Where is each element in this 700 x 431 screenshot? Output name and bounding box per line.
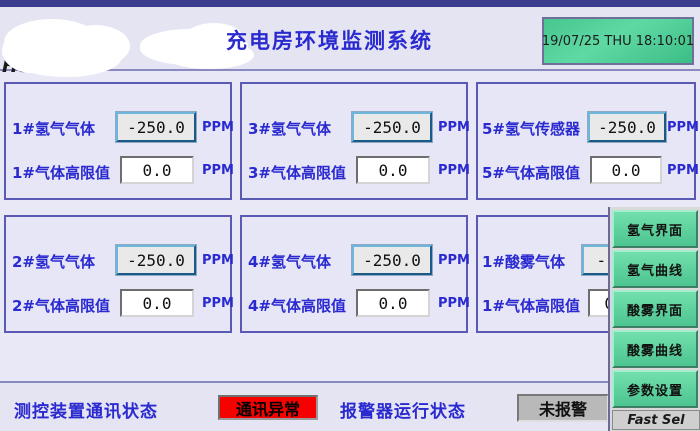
panel-hydrogen-4: 4#氢气气体 -250.0 PPM 4#气体高限值 0.0 PPM — [240, 215, 470, 333]
fast-select-footer[interactable]: Fast Sel — [612, 410, 700, 430]
panel-1-limit: 0.0 — [142, 160, 172, 180]
comm-status-label: 测控装置通讯状态 — [14, 402, 158, 422]
panel-acid-1-value-label: 1#酸雾气体 — [482, 253, 566, 271]
redaction-blob-icon — [2, 29, 62, 73]
header-bar: HUAWEI 充电房环境监测系统 19/07/25 THU 18:10:01 — [0, 7, 700, 77]
panel-2-value: -250.0 — [127, 250, 185, 270]
panel-3-limit: 0.0 — [378, 160, 408, 180]
comm-status-badge: 通讯异常 — [218, 395, 318, 420]
panel-4-value-unit: PPM — [438, 253, 470, 268]
panel-1-value-label: 1#氢气气体 — [12, 120, 96, 138]
panel-1-value-field[interactable]: -250.0 — [116, 112, 196, 142]
top-accent-strip — [0, 0, 700, 7]
alarm-status-label: 报警器运行状态 — [340, 402, 466, 422]
panel-5-limit-label: 5#气体高限值 — [482, 164, 581, 182]
panel-5-value-unit: PPM — [667, 120, 699, 135]
panel-acid-1-limit-label: 1#气体高限值 — [482, 297, 581, 315]
redaction-blob-icon — [60, 25, 130, 67]
panel-4-limit: 0.0 — [378, 293, 408, 313]
fastsel-button-label: 酸雾界面 — [626, 303, 683, 319]
panel-2-limit: 0.0 — [142, 293, 172, 313]
panel-5-value-field[interactable]: -250.0 — [588, 112, 666, 142]
panel-1-value-unit: PPM — [202, 120, 234, 135]
panel-1-limit-unit: PPM — [202, 163, 234, 178]
panel-2-value-field[interactable]: -250.0 — [116, 245, 196, 275]
panel-2-value-unit: PPM — [202, 253, 234, 268]
panel-hydrogen-1: 1#氢气气体 -250.0 PPM 1#气体高限值 0.0 PPM — [4, 82, 234, 200]
panel-3-value-unit: PPM — [438, 120, 470, 135]
fastsel-button-label: 酸雾曲线 — [626, 343, 683, 359]
fast-select-footer-label: Fast Sel — [627, 412, 685, 428]
fastsel-button-acidmist-curve[interactable]: 酸雾曲线 — [612, 330, 698, 368]
fastsel-button-hydrogen-screen[interactable]: 氢气界面 — [612, 210, 698, 248]
fastsel-button-hydrogen-curve[interactable]: 氢气曲线 — [612, 250, 698, 288]
panel-5-limit-field[interactable]: 0.0 — [590, 156, 662, 184]
fastsel-button-label: 氢气界面 — [626, 223, 683, 239]
panel-4-value-field[interactable]: -250.0 — [352, 245, 432, 275]
alarm-status-badge: 未报警 — [517, 394, 609, 422]
panel-1-limit-field[interactable]: 0.0 — [120, 156, 194, 184]
panel-4-value-label: 4#氢气气体 — [248, 253, 332, 271]
panel-2-limit-label: 2#气体高限值 — [12, 297, 111, 315]
panel-3-limit-field[interactable]: 0.0 — [356, 156, 430, 184]
panel-4-limit-unit: PPM — [438, 296, 470, 311]
panel-1-value: -250.0 — [127, 117, 185, 137]
fast-select-menu: 氢气界面 氢气曲线 酸雾界面 酸雾曲线 参数设置 Fast Sel — [608, 207, 700, 431]
redaction-blob-icon — [186, 23, 242, 49]
panel-hydrogen-5: 5#氢气传感器 -250.0 PPM 5#气体高限值 0.0 PPM — [476, 82, 699, 200]
alarm-status-value: 未报警 — [538, 400, 587, 419]
panel-5-value: -250.0 — [598, 117, 656, 137]
fastsel-button-label: 参数设置 — [626, 383, 683, 399]
fastsel-button-label: 氢气曲线 — [626, 263, 683, 279]
status-bar: 测控装置通讯状态 通讯异常 报警器运行状态 未报警 — [0, 381, 700, 431]
datetime-text: 19/07/25 THU 18:10:01 — [541, 33, 695, 49]
panel-5-value-label: 5#氢气传感器 — [482, 120, 581, 138]
panel-5-limit-unit: PPM — [667, 163, 699, 178]
panel-2-value-label: 2#氢气气体 — [12, 253, 96, 271]
panel-3-value: -250.0 — [363, 117, 421, 137]
panel-hydrogen-2: 2#氢气气体 -250.0 PPM 2#气体高限值 0.0 PPM — [4, 215, 234, 333]
panel-3-value-label: 3#氢气气体 — [248, 120, 332, 138]
panel-hydrogen-3: 3#氢气气体 -250.0 PPM 3#气体高限值 0.0 PPM — [240, 82, 470, 200]
panel-3-limit-label: 3#气体高限值 — [248, 164, 347, 182]
panel-1-limit-label: 1#气体高限值 — [12, 164, 111, 182]
page-title: 充电房环境监测系统 — [226, 29, 433, 53]
fastsel-button-parameter-settings[interactable]: 参数设置 — [612, 370, 698, 408]
datetime-display: 19/07/25 THU 18:10:01 — [542, 17, 694, 65]
panel-4-limit-field[interactable]: 0.0 — [356, 289, 430, 317]
panel-3-value-field[interactable]: -250.0 — [352, 112, 432, 142]
panel-4-limit-label: 4#气体高限值 — [248, 297, 347, 315]
panel-5-limit: 0.0 — [611, 160, 641, 180]
panel-2-limit-unit: PPM — [202, 296, 234, 311]
comm-status-value: 通讯异常 — [235, 399, 300, 419]
panel-2-limit-field[interactable]: 0.0 — [120, 289, 194, 317]
panel-3-limit-unit: PPM — [438, 163, 470, 178]
fastsel-button-acidmist-screen[interactable]: 酸雾界面 — [612, 290, 698, 328]
panel-4-value: -250.0 — [363, 250, 421, 270]
